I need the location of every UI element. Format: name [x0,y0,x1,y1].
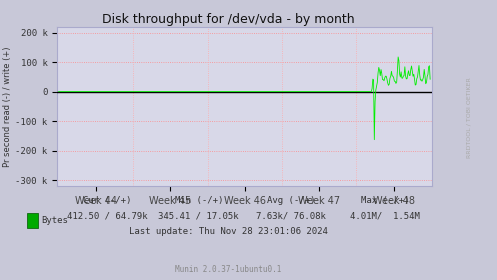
Text: Munin 2.0.37-1ubuntu0.1: Munin 2.0.37-1ubuntu0.1 [175,265,282,274]
Text: Disk throughput for /dev/vda - by month: Disk throughput for /dev/vda - by month [102,13,355,25]
Text: 412.50 / 64.79k: 412.50 / 64.79k [67,211,147,220]
Text: Last update: Thu Nov 28 23:01:06 2024: Last update: Thu Nov 28 23:01:06 2024 [129,227,328,236]
Y-axis label: Pr second read (-) / write (+): Pr second read (-) / write (+) [3,46,12,167]
Text: Bytes: Bytes [41,216,68,225]
Text: Max (-/+): Max (-/+) [361,196,410,205]
Text: Avg (-/+): Avg (-/+) [266,196,315,205]
Text: 4.01M/  1.54M: 4.01M/ 1.54M [350,211,420,220]
Text: Cur (-/+): Cur (-/+) [83,196,131,205]
Text: RRDTOOL / TOBI OETIKER: RRDTOOL / TOBI OETIKER [467,77,472,158]
Text: Min (-/+): Min (-/+) [174,196,223,205]
Text: 7.63k/ 76.08k: 7.63k/ 76.08k [256,211,326,220]
Text: 345.41 / 17.05k: 345.41 / 17.05k [159,211,239,220]
